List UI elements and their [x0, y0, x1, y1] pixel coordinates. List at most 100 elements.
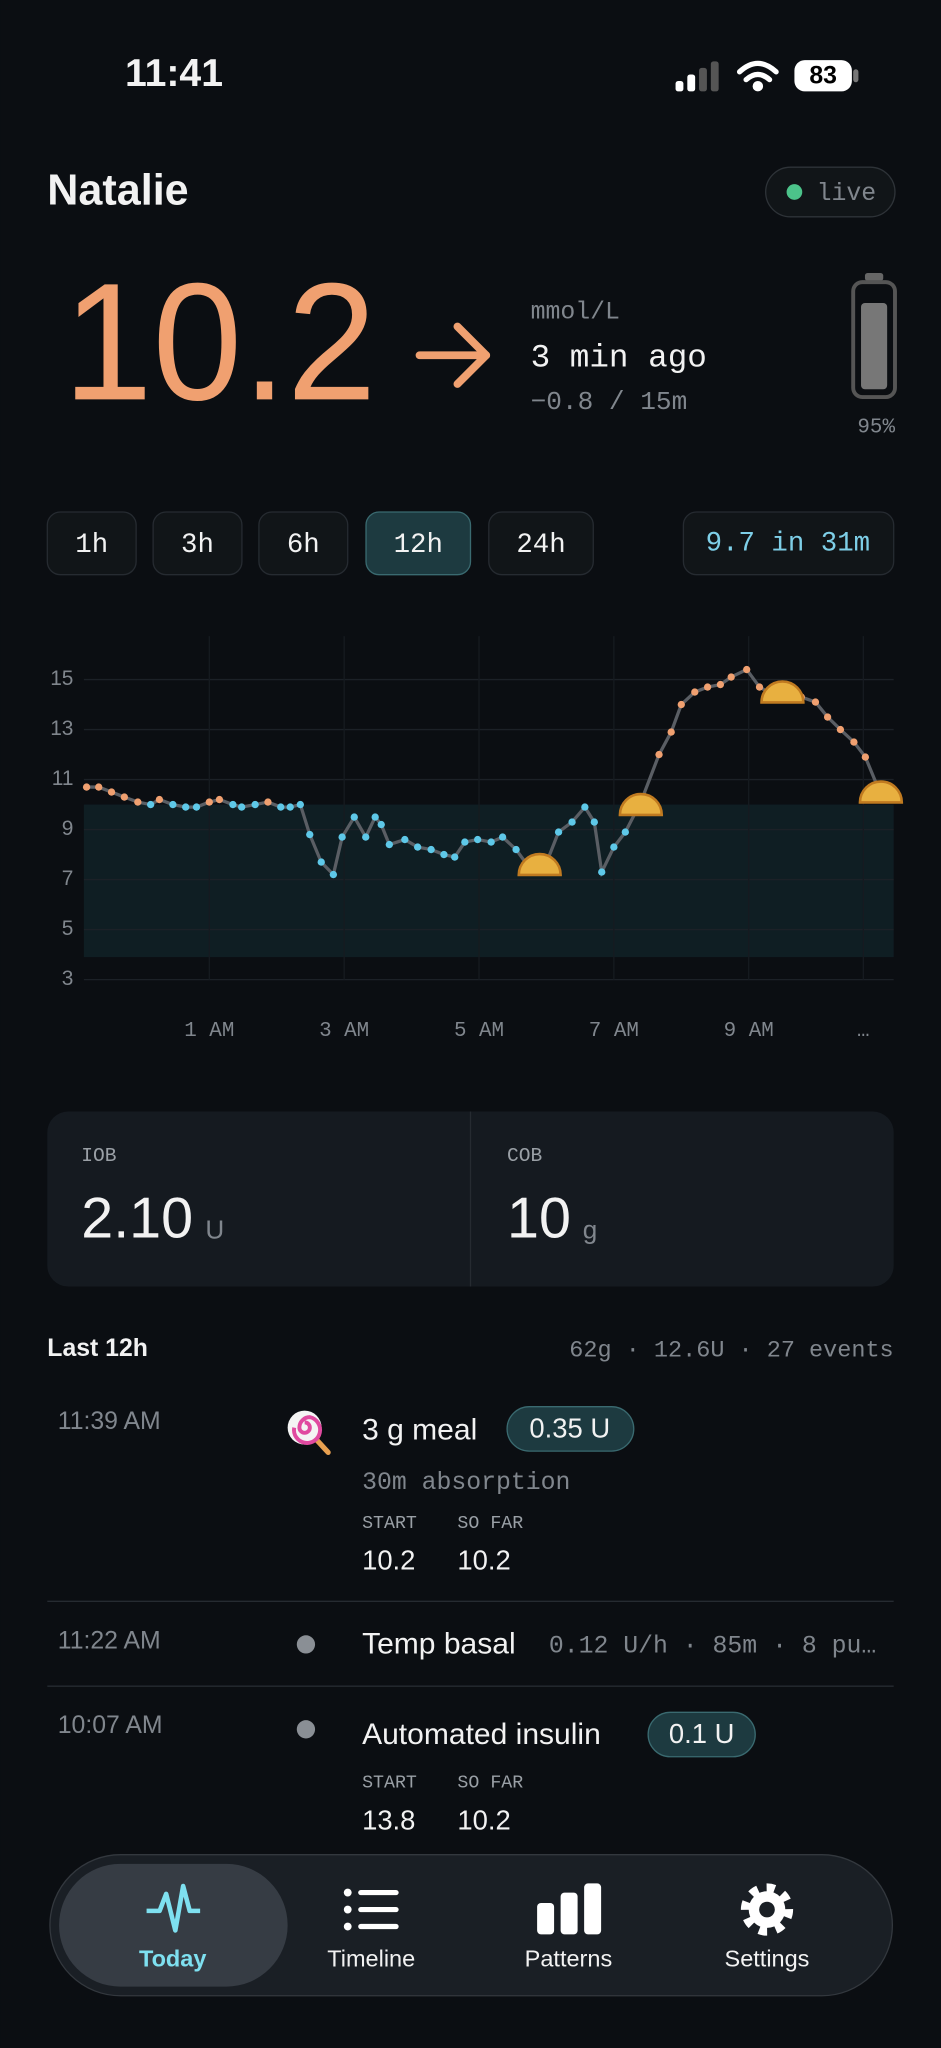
event-title: Temp basal — [362, 1628, 516, 1661]
glucose-point — [610, 843, 618, 851]
glucose-point — [95, 783, 103, 791]
glucose-point — [338, 833, 346, 841]
event-time: 11:39 AM — [58, 1408, 161, 1435]
sofar-value: 10.2 — [457, 1544, 510, 1575]
glucose-point — [498, 833, 507, 841]
tab-label[interactable]: Patterns — [525, 1946, 613, 1972]
iob-unit: U — [205, 1215, 224, 1245]
event-time: 10:07 AM — [58, 1712, 163, 1739]
glucose-point — [215, 795, 224, 804]
iob-label: IOB — [81, 1145, 116, 1167]
glucose-point — [286, 803, 294, 811]
range-button[interactable] — [258, 511, 349, 576]
range-label: 1h — [75, 530, 108, 561]
start-value: 10.2 — [362, 1544, 415, 1575]
range-label: 6h — [287, 530, 320, 561]
tab-label[interactable]: Settings — [725, 1946, 810, 1972]
glucose-point — [385, 840, 393, 849]
event-dot — [296, 1635, 316, 1654]
insulin-badge — [647, 1711, 756, 1758]
glucose-point — [264, 798, 272, 806]
prediction-pill[interactable] — [682, 511, 895, 576]
delta: −0.8 / 15m — [531, 387, 688, 417]
glucose-value: 10.2 — [63, 249, 376, 435]
meal-marker — [760, 680, 805, 704]
prediction: 9.7 in 31m — [706, 529, 870, 560]
glucose-point — [413, 843, 422, 851]
glucose-point — [317, 858, 325, 866]
glucose-point — [590, 818, 598, 826]
glucose-point — [554, 828, 563, 836]
glucose-point — [350, 813, 358, 821]
signal-icon — [675, 61, 719, 92]
glucose-point — [169, 800, 177, 809]
badge-text: 0.1 U — [669, 1718, 735, 1749]
today-icon — [146, 1883, 201, 1933]
settings-icon — [740, 1883, 794, 1936]
glucose-point — [401, 835, 409, 844]
sofar-label: SO FAR — [457, 1514, 523, 1534]
range-button[interactable] — [46, 511, 137, 576]
range-button[interactable] — [488, 511, 594, 576]
cob-value: 10 — [507, 1187, 571, 1251]
glucose-point — [743, 665, 751, 674]
event-detail: 30m absorption — [362, 1469, 570, 1497]
glucose-point — [677, 700, 685, 709]
sofar-label: SO FAR — [457, 1774, 523, 1794]
glucose-point — [182, 803, 190, 811]
battery-level: 83 — [809, 63, 837, 90]
live-dot — [786, 184, 803, 200]
event-time: 11:22 AM — [58, 1627, 161, 1654]
glucose-point — [655, 750, 663, 759]
timeline-icon — [343, 1888, 399, 1931]
event-title: Automated insulin — [362, 1718, 601, 1751]
y-tick-label: 3 — [62, 967, 74, 990]
glucose-point — [205, 798, 213, 806]
glucose-point — [836, 725, 845, 734]
glucose-point — [451, 853, 459, 861]
tab-label[interactable]: Today — [139, 1946, 206, 1972]
y-tick-label: 15 — [50, 667, 73, 690]
glucose-point — [691, 688, 699, 696]
cob-label: COB — [507, 1145, 542, 1167]
glucose-point — [512, 845, 520, 854]
glucose-point — [120, 793, 129, 801]
glucose-point — [277, 803, 285, 811]
glucose-point — [362, 833, 370, 841]
live-pill[interactable] — [765, 166, 896, 218]
status-time: 11:41 — [125, 52, 223, 95]
glucose-point — [82, 783, 91, 791]
range-button[interactable] — [365, 511, 472, 576]
glucose-point — [329, 870, 338, 879]
glucose-point — [371, 813, 379, 821]
glucose-point — [296, 800, 304, 809]
x-tick-label: 7 AM — [589, 1020, 639, 1043]
pump-battery — [851, 280, 897, 400]
pump-battery-level: 95% — [857, 417, 895, 440]
glucose-point — [251, 800, 259, 809]
battery-icon — [794, 60, 852, 92]
patterns-icon — [537, 1883, 602, 1935]
pump-cap — [864, 272, 884, 281]
glucose-point — [823, 713, 832, 721]
live-label: live — [817, 180, 877, 208]
glucose-point — [229, 800, 237, 809]
iob-value: 2.10 — [81, 1187, 193, 1251]
range-label: 24h — [516, 530, 565, 561]
glucose-point — [850, 738, 858, 746]
range-button[interactable] — [152, 511, 243, 576]
glucose-point — [461, 838, 469, 846]
start-label: START — [362, 1514, 417, 1534]
log-title: Last 12h — [47, 1335, 148, 1362]
glucose-point — [487, 838, 495, 846]
glucose-point — [568, 818, 576, 826]
tab-label[interactable]: Timeline — [327, 1946, 415, 1972]
glucose-point — [703, 683, 712, 691]
y-tick-label: 9 — [62, 817, 74, 840]
start-label: START — [362, 1774, 417, 1794]
battery-cap — [853, 69, 859, 83]
x-tick-label: 3 AM — [319, 1020, 369, 1043]
y-tick-label: 11 — [52, 767, 74, 790]
unit: mmol/L — [531, 299, 620, 327]
